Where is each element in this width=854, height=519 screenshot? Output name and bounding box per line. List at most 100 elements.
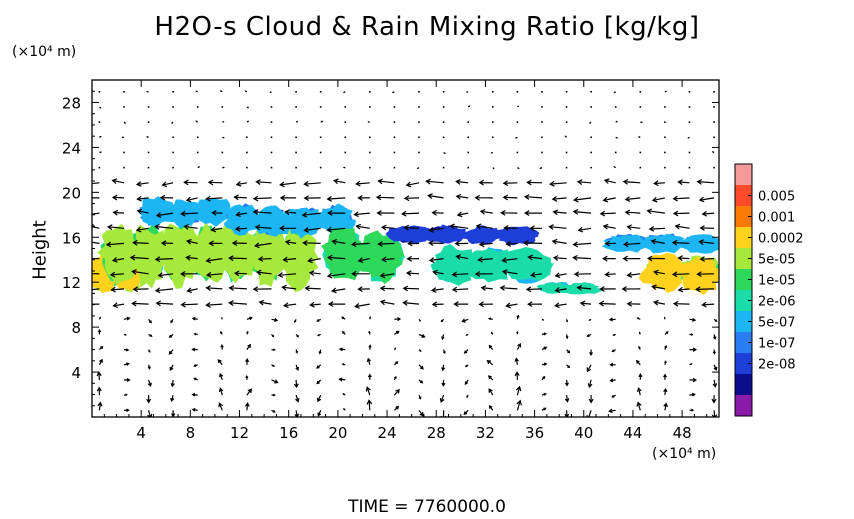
wind-vector <box>393 166 396 169</box>
wind-vector <box>99 136 102 138</box>
wind-vector <box>418 349 422 352</box>
wind-vector <box>564 410 570 417</box>
wind-vector <box>565 121 568 123</box>
wind-vector <box>428 227 444 233</box>
wind-vector <box>172 166 174 169</box>
wind-vector <box>271 348 276 352</box>
wind-vector <box>109 271 125 278</box>
wind-vector <box>664 106 666 108</box>
wind-vector <box>180 301 198 308</box>
wind-vector <box>233 270 247 277</box>
wind-vector <box>711 151 715 154</box>
wind-vector <box>689 333 694 336</box>
wind-vector <box>576 179 592 185</box>
cloud-region <box>385 225 435 244</box>
wind-vector <box>270 166 273 169</box>
wind-vector <box>92 273 100 275</box>
wind-vector <box>246 316 253 321</box>
cloud-region <box>638 252 689 293</box>
cloud-region <box>677 234 719 254</box>
wind-vector <box>664 331 669 335</box>
wind-vector <box>303 195 321 202</box>
wind-vector <box>159 194 174 201</box>
wind-vector <box>622 255 641 262</box>
wind-vector <box>465 333 469 336</box>
wind-vector <box>486 359 494 366</box>
wind-vector <box>636 387 642 396</box>
wind-vector <box>441 364 446 372</box>
wind-vector <box>121 136 124 139</box>
wind-vector <box>663 316 666 320</box>
y-axis-unit-label: (×10⁴ m) <box>12 44 77 60</box>
wind-vector <box>688 151 691 154</box>
wind-vector <box>501 269 518 275</box>
wind-vector <box>572 254 592 261</box>
wind-vector <box>588 121 592 124</box>
wind-vector <box>303 181 321 187</box>
wind-vector <box>123 333 127 336</box>
wind-vector <box>688 166 691 169</box>
x-tick-label: 16 <box>279 424 298 442</box>
wind-vector <box>663 387 668 396</box>
wind-vector <box>246 106 250 109</box>
wind-vector <box>527 254 543 261</box>
wind-vector <box>455 179 469 185</box>
wind-vector <box>636 317 641 320</box>
wind-vector <box>622 178 641 185</box>
wind-vector <box>439 394 445 403</box>
wind-vector <box>271 364 276 367</box>
wind-vector <box>252 209 272 215</box>
wind-vector <box>344 121 347 123</box>
wind-vector <box>405 181 420 188</box>
wind-vector <box>653 269 666 276</box>
wind-vector <box>319 151 322 154</box>
wind-vector <box>168 349 174 355</box>
wind-vector <box>599 210 616 217</box>
wind-vector <box>467 105 471 108</box>
wind-vector <box>638 345 641 350</box>
colorbar-swatch <box>735 332 752 353</box>
wind-vector <box>491 121 494 123</box>
wind-vector <box>92 212 100 215</box>
wind-vector <box>579 300 592 307</box>
wind-vector <box>418 333 426 338</box>
wind-vector <box>502 194 518 201</box>
wind-vector <box>541 121 543 123</box>
wind-vector <box>271 409 276 413</box>
wind-vector <box>147 121 150 123</box>
wind-vector <box>564 395 570 403</box>
wind-vector <box>463 349 469 354</box>
wind-vector <box>499 285 518 291</box>
wind-vector <box>664 121 666 123</box>
wind-vector <box>701 301 715 308</box>
wind-vector <box>573 271 592 278</box>
colorbar-swatch <box>735 311 752 332</box>
wind-vector <box>246 388 253 396</box>
wind-vector <box>677 286 690 293</box>
wind-vector <box>609 362 616 367</box>
wind-vector <box>393 388 400 396</box>
wind-vector <box>430 287 444 293</box>
wind-vector <box>331 287 346 294</box>
wind-vector <box>295 166 297 169</box>
wind-vector <box>604 271 616 278</box>
wind-vector <box>246 330 249 335</box>
wind-vector <box>456 211 469 218</box>
wind-vector <box>672 300 690 307</box>
wind-vector <box>514 357 519 365</box>
wind-vector <box>713 166 715 169</box>
wind-vector <box>572 209 592 215</box>
wind-vector <box>342 91 346 93</box>
wind-vector <box>379 272 395 279</box>
wind-vector <box>303 227 321 233</box>
wind-vector <box>221 151 224 154</box>
wind-vector <box>155 212 174 218</box>
wind-vector <box>366 357 372 365</box>
wind-vector <box>293 379 299 389</box>
colorbar-label: 0.001 <box>758 211 795 226</box>
wind-vector <box>270 106 273 108</box>
wind-vector <box>403 224 420 231</box>
wind-vector <box>713 318 718 322</box>
wind-vector <box>222 136 225 139</box>
